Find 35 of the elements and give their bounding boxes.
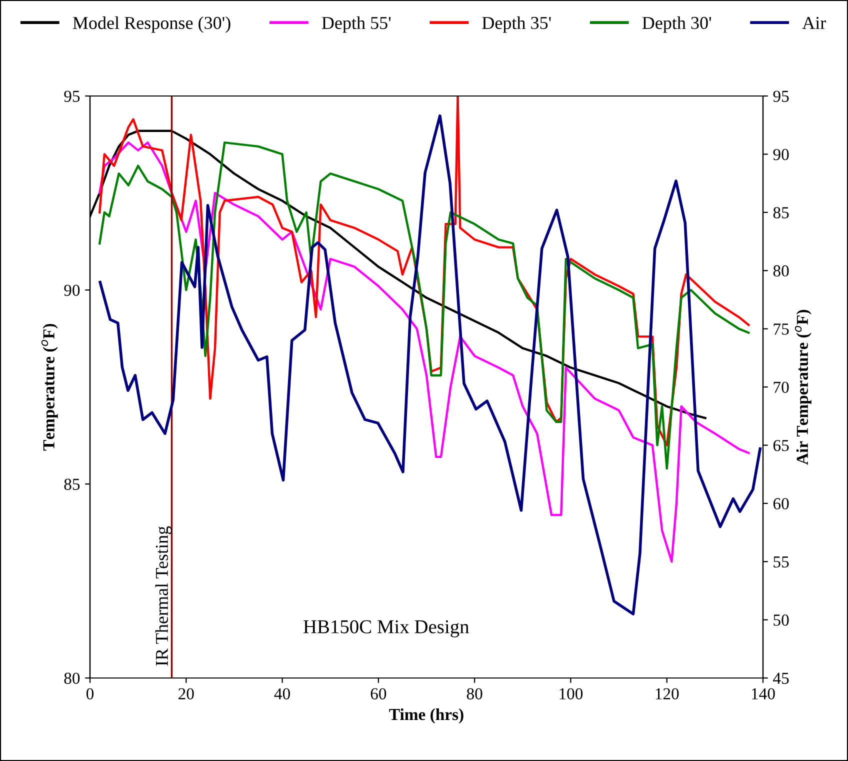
- line-series: [98, 96, 750, 446]
- ref-line-label: IR Thermal Testing: [155, 526, 172, 666]
- y2-tick-label: 70: [774, 382, 789, 393]
- y2-axis-title: Air Temperature ($^{o}$F): [794, 310, 812, 465]
- legend-label: Depth 35': [482, 16, 551, 33]
- y2-tick-label: 75: [774, 324, 789, 335]
- y2-tick-label: 80: [773, 265, 789, 277]
- x-tick-label: 0: [86, 688, 94, 700]
- y2-tick-label: 55: [774, 556, 789, 568]
- x-tick-label: 20: [178, 688, 194, 700]
- y2-tick-label: 60: [773, 498, 789, 510]
- x-tick-label: 140: [752, 688, 775, 700]
- legend-label: Depth 30': [642, 16, 712, 33]
- x-tick-label: 60: [370, 688, 386, 700]
- x-tick-label: 100: [560, 688, 583, 700]
- x-tick-label: 120: [656, 688, 679, 700]
- x-tick-label: 40: [274, 688, 290, 700]
- y-tick-label: 80: [64, 672, 80, 684]
- y2-tick-label: 45: [773, 672, 789, 684]
- y2-tick-label: 90: [773, 148, 789, 160]
- y2-tick-label: 50: [774, 614, 789, 626]
- x-tick-label: 80: [466, 688, 482, 700]
- y-axis-title: Temperature ($^{o}$F): [41, 324, 58, 451]
- legend-label: Model Response (30'): [72, 16, 230, 33]
- legend-label: Air: [802, 16, 826, 29]
- y-tick-label: 90: [64, 284, 80, 296]
- legend-label: Depth 55': [322, 16, 391, 33]
- y-tick-label: 95: [64, 90, 80, 102]
- y2-tick-label: 85: [773, 207, 789, 218]
- x-axis-title: Time (hrs): [389, 708, 464, 724]
- y2-tick-label: 65: [773, 440, 789, 452]
- line-series: [98, 141, 750, 470]
- y-tick-label: 85: [64, 478, 80, 490]
- annotation: HB150C Mix Design: [303, 620, 470, 638]
- y2-tick-label: 95: [773, 90, 789, 102]
